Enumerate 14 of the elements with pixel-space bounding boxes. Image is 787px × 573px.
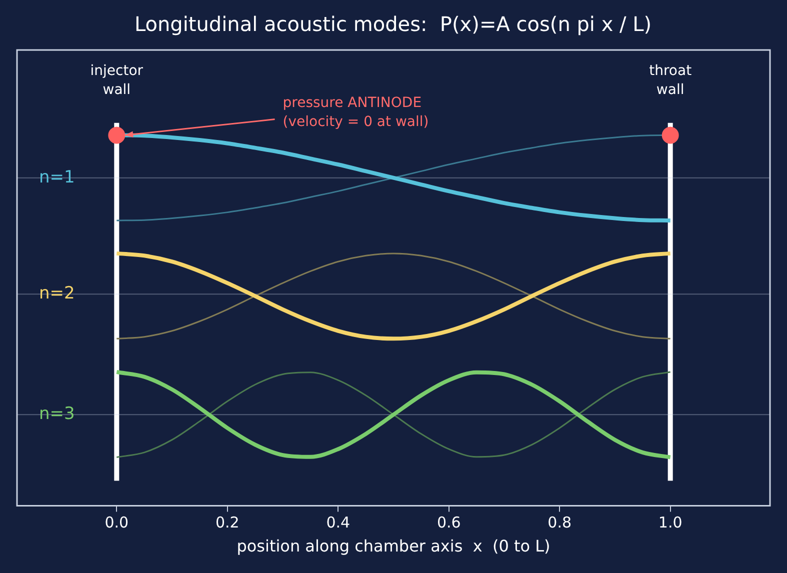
chart-title: Longitudinal acoustic modes: P(x)=A cos(n pi x / L) xyxy=(134,12,652,36)
x-tick-label: 0.4 xyxy=(326,514,350,532)
ref-line-label: injector wall xyxy=(90,63,144,98)
x-tick-label: 0.0 xyxy=(104,514,129,532)
x-axis-title: position along chamber axis x (0 to L) xyxy=(236,536,550,556)
ref-line-label: throat wall xyxy=(649,63,692,98)
x-tick-label: 0.8 xyxy=(548,514,572,532)
text: n=2 xyxy=(39,284,75,304)
text: n=1 xyxy=(39,167,75,188)
x-tick-label: 0.6 xyxy=(436,514,461,532)
annotation: pressure ANTINODE (velocity = 0 at wall) xyxy=(282,95,429,130)
x-tick-label: 0.2 xyxy=(215,514,240,532)
text: n=3 xyxy=(39,404,75,424)
x-tick-label: 1.0 xyxy=(658,514,682,532)
